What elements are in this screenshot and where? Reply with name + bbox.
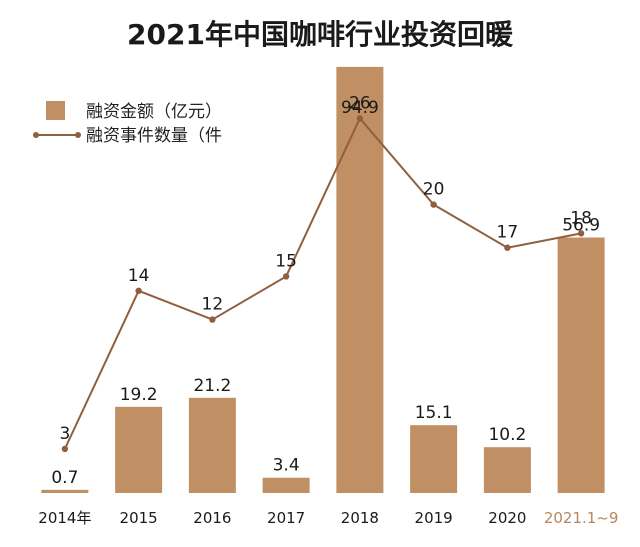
line-layer xyxy=(61,115,585,453)
x-tick-label-3: 2017 xyxy=(267,509,305,527)
bar-2 xyxy=(188,397,236,493)
line-point-3 xyxy=(282,273,290,280)
line-value-label-6: 17 xyxy=(497,223,519,243)
line-point-5 xyxy=(430,201,437,208)
bar-value-label-1: 19.2 xyxy=(120,385,158,405)
bar-value-label-6: 10.2 xyxy=(488,425,526,445)
chart-title: 2021年中国咖啡行业投资回暖 xyxy=(127,18,514,51)
line-value-label-4: 26 xyxy=(349,93,371,113)
x-tick-label-7: 2021.1~9 xyxy=(544,509,619,527)
legend-line-marker-right xyxy=(75,132,81,138)
line-point-2 xyxy=(209,316,216,323)
bar-4 xyxy=(336,66,384,494)
line-point-4 xyxy=(356,115,364,122)
bar-3 xyxy=(262,477,310,493)
bar-value-label-5: 15.1 xyxy=(415,403,453,423)
bar-7 xyxy=(557,237,605,493)
line-series-path xyxy=(63,116,582,450)
line-point-1 xyxy=(135,287,142,295)
bar-value-label-4: 94.9 xyxy=(341,98,379,118)
bar-value-label-7: 56.9 xyxy=(562,216,600,236)
line-value-label-1: 14 xyxy=(128,266,150,286)
bar-value-label-3: 3.4 xyxy=(273,456,300,476)
x-tick-label-1: 2015 xyxy=(120,509,158,527)
x-axis-ticks: 2014年 2015 2016 2017 2018 2019 2020 2021.1~9 xyxy=(38,509,618,527)
legend-bar-swatch xyxy=(46,101,65,120)
bar-0 xyxy=(41,489,89,493)
line-value-label-5: 20 xyxy=(423,180,445,200)
x-tick-label-5: 2019 xyxy=(415,509,453,527)
bar-value-label-2: 21.2 xyxy=(193,376,231,396)
legend-line-label: 融资事件数量（件 xyxy=(86,126,222,146)
bar-6 xyxy=(483,447,531,493)
line-value-label-3: 15 xyxy=(275,251,297,271)
line-value-label-0: 3 xyxy=(59,424,70,444)
x-tick-label-2: 2016 xyxy=(193,509,231,527)
bar-5 xyxy=(410,425,458,493)
line-value-label-2: 12 xyxy=(202,295,224,315)
line-point-0 xyxy=(61,445,69,453)
legend-line-marker-left xyxy=(33,132,39,138)
legend-bar-label: 融资金额（亿元） xyxy=(86,102,222,122)
bar-value-label-0: 0.7 xyxy=(51,468,78,488)
line-value-label-7: 18 xyxy=(570,208,592,228)
labels-layer: 0.7 19.2 21.2 3.4 94.9 15.1 10.2 56.9 3 14 12 15 26 2… xyxy=(51,93,600,487)
line-point-6 xyxy=(504,244,511,251)
x-tick-label-6: 2020 xyxy=(488,509,526,527)
bar-1 xyxy=(115,406,163,493)
legend: 融资金额（亿元） 融资事件数量（件 xyxy=(33,101,222,146)
x-tick-label-4: 2018 xyxy=(341,509,379,527)
line-point-7 xyxy=(577,230,585,237)
x-tick-label-0: 2014年 xyxy=(38,509,91,527)
